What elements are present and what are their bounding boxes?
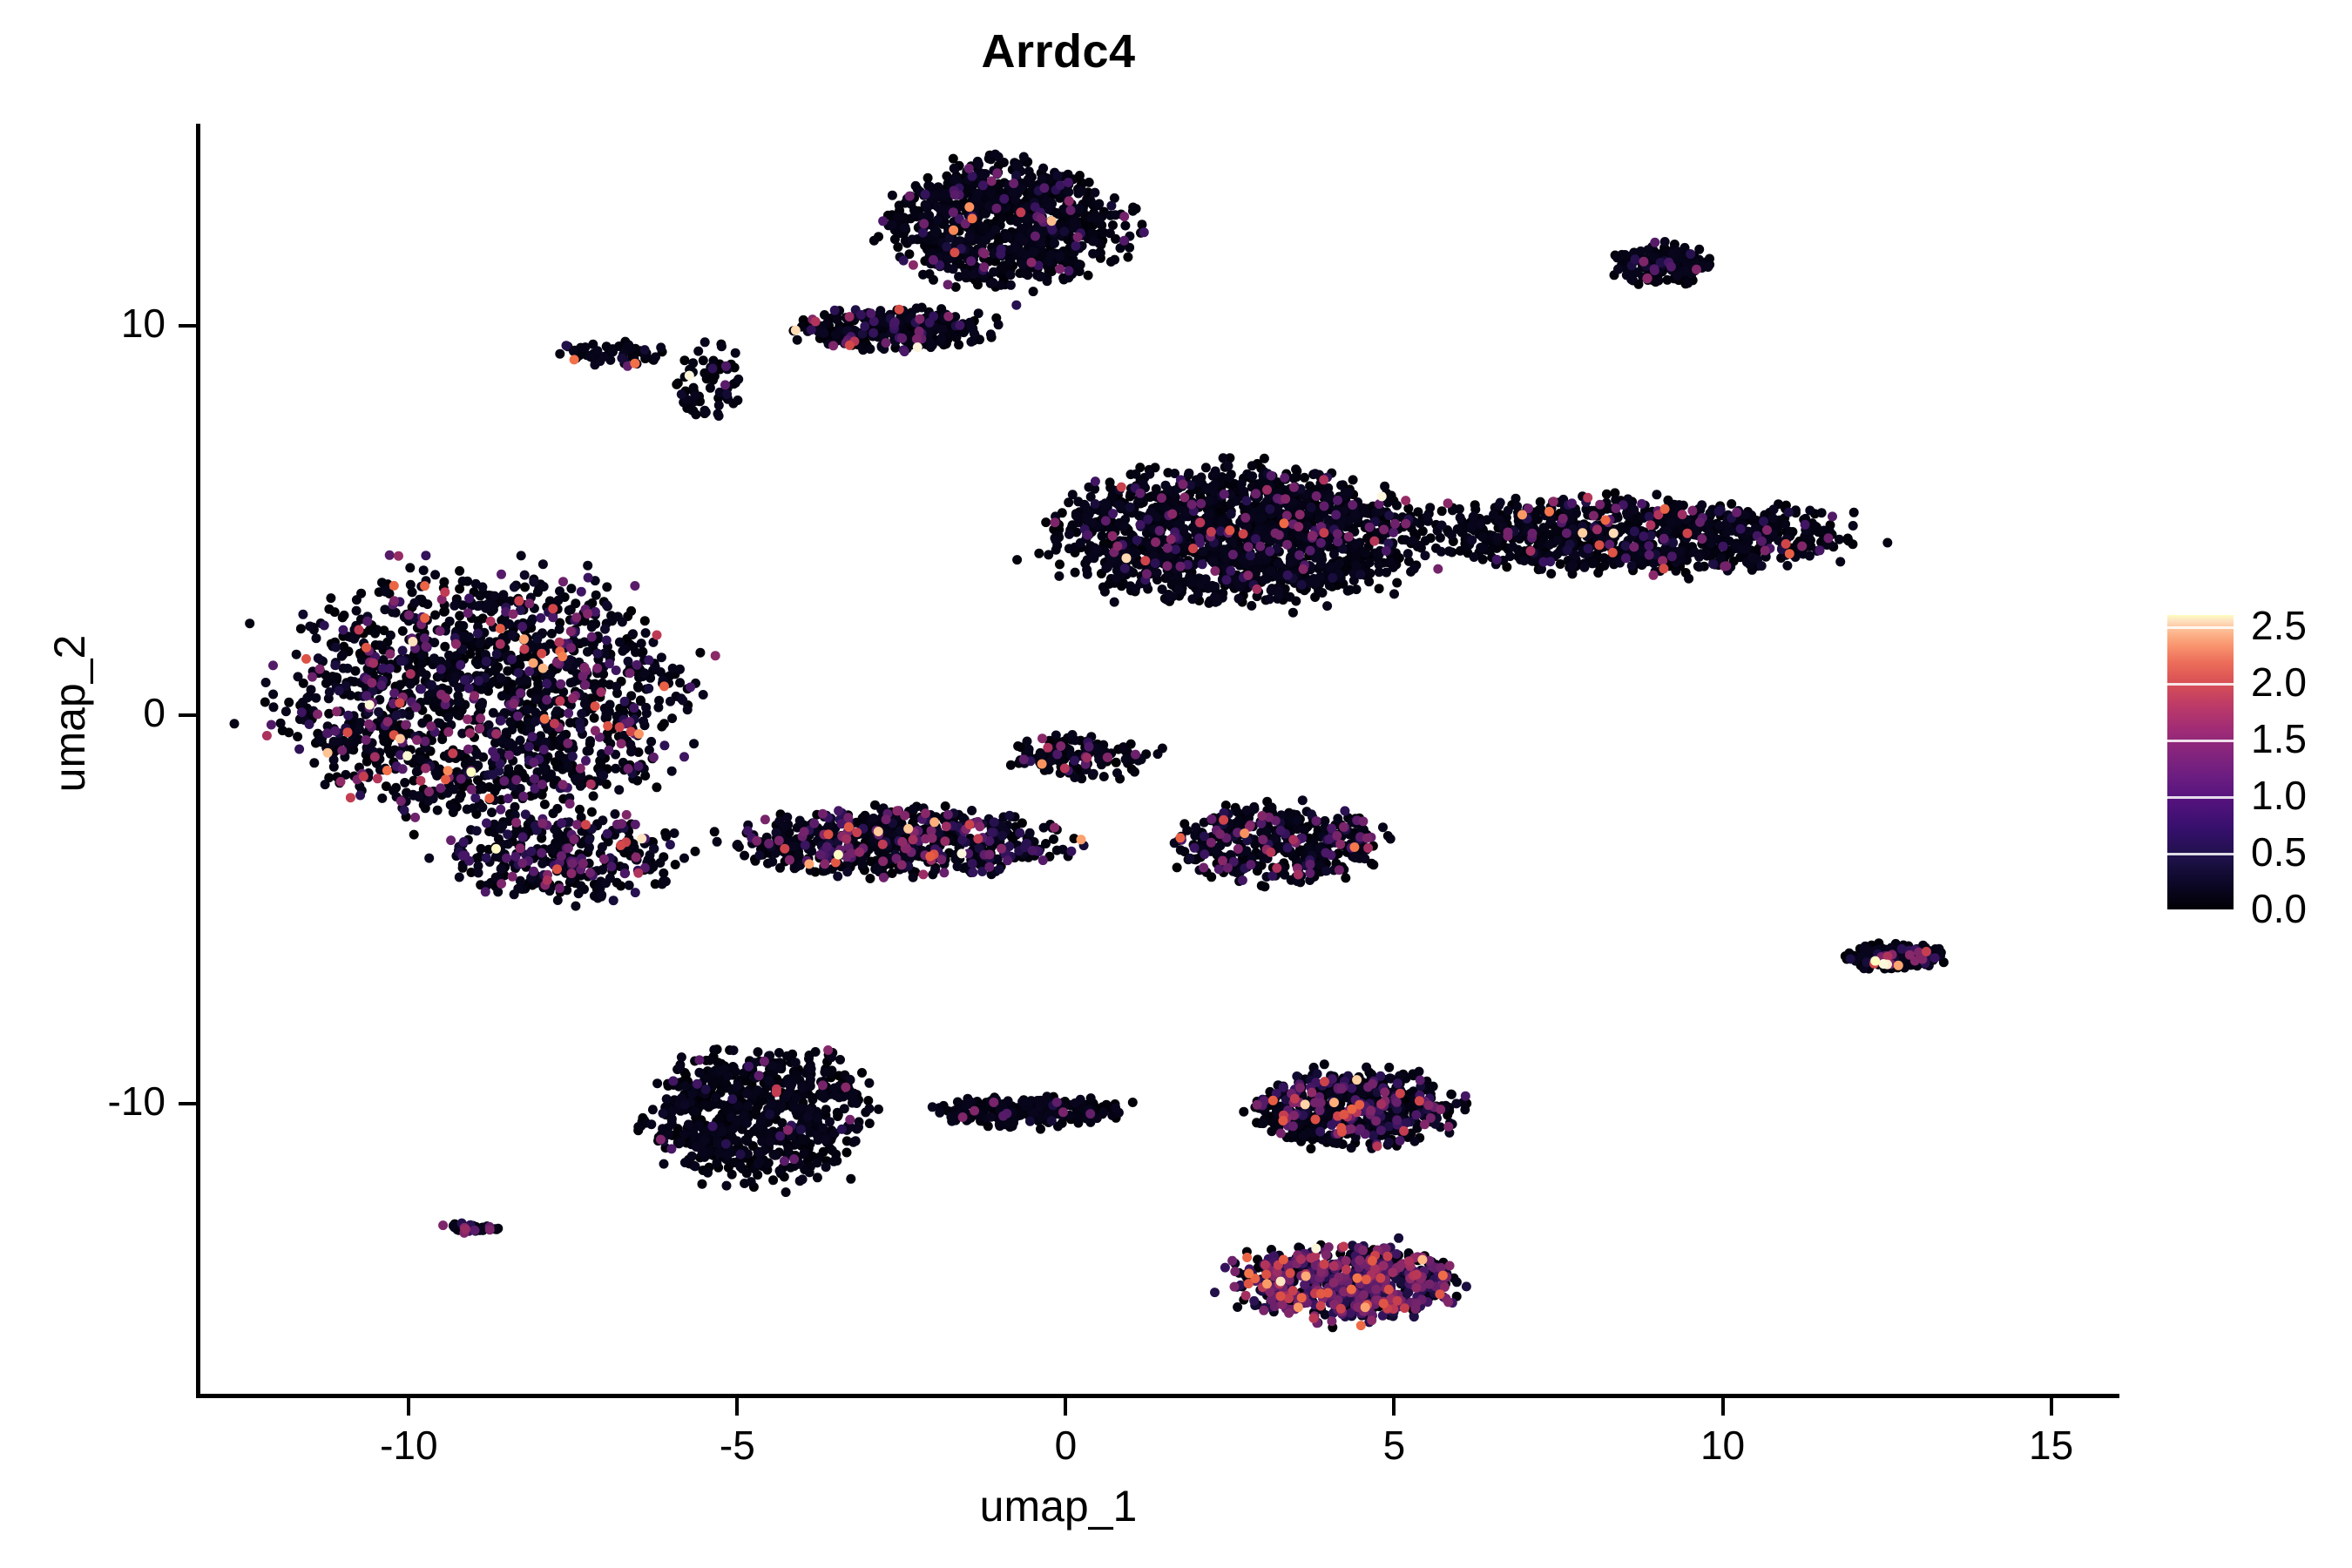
- x-tick: [2049, 1398, 2053, 1416]
- colorbar-tick-label: 2.5: [2251, 603, 2307, 648]
- colorbar-legend: 0.0 0.5 1.0 1.5 2.0 2.5: [2167, 605, 2342, 963]
- colorbar-tick: [2167, 909, 2234, 912]
- colorbar-tick-label: 0.5: [2251, 829, 2307, 875]
- colorbar-tick: [2167, 853, 2234, 855]
- x-tick-label: 10: [1700, 1423, 1746, 1468]
- colorbar-tick-label: 0.0: [2251, 886, 2307, 931]
- x-tick: [407, 1398, 411, 1416]
- plot-panel: [199, 124, 2117, 1396]
- x-tick-label: -5: [719, 1423, 755, 1468]
- y-tick: [179, 713, 196, 717]
- x-tick: [1720, 1398, 1725, 1416]
- x-tick-label: -10: [380, 1423, 438, 1468]
- colorbar-tick: [2167, 740, 2234, 742]
- x-axis-line: [196, 1394, 2119, 1398]
- colorbar-tick: [2167, 796, 2234, 799]
- y-tick-label: -10: [107, 1078, 166, 1125]
- colorbar-tick: [2167, 683, 2234, 686]
- colorbar-tick-label: 1.0: [2251, 773, 2307, 818]
- x-tick: [735, 1398, 740, 1416]
- x-tick-label: 0: [1054, 1423, 1078, 1468]
- colorbar-gradient: [2167, 615, 2234, 909]
- x-tick: [1064, 1398, 1068, 1416]
- colorbar-tick-label: 1.5: [2251, 716, 2307, 761]
- y-tick-label: 10: [120, 301, 166, 347]
- x-tick-label: 5: [1382, 1423, 1406, 1468]
- y-axis-label: umap_2: [45, 634, 94, 793]
- page-title: Arrdc4: [981, 25, 1136, 78]
- x-tick-label: 15: [2028, 1423, 2074, 1468]
- x-tick: [1392, 1398, 1396, 1416]
- y-axis-line: [196, 124, 200, 1397]
- colorbar-tick: [2167, 626, 2234, 629]
- y-tick: [179, 324, 196, 328]
- y-tick: [179, 1102, 196, 1106]
- colorbar-tick-label: 2.0: [2251, 659, 2307, 705]
- x-axis-label: umap_1: [979, 1482, 1138, 1531]
